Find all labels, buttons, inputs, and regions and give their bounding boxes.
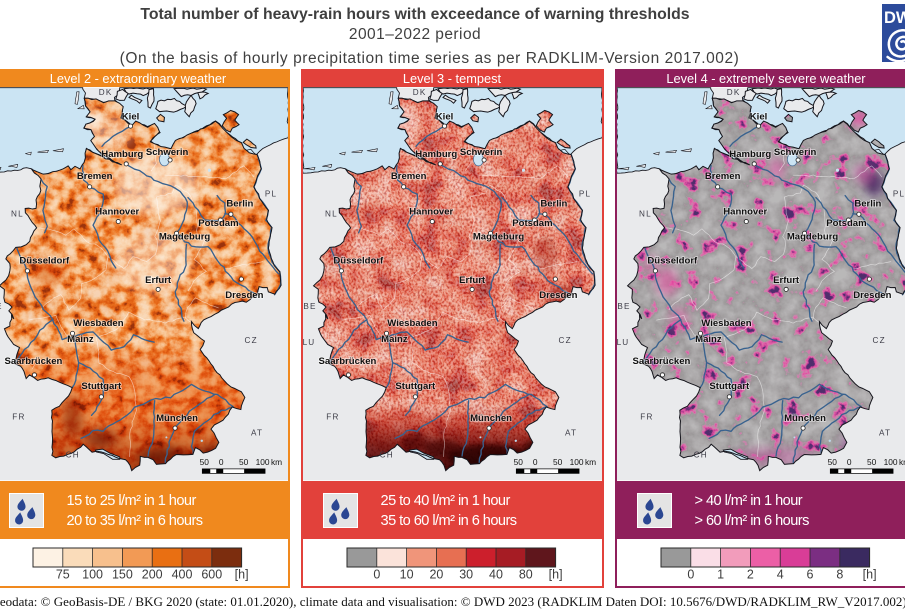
svg-text:[h]: [h] bbox=[235, 567, 249, 581]
svg-text:200: 200 bbox=[142, 567, 163, 581]
svg-text:DW: DW bbox=[884, 9, 905, 27]
svg-text:10: 10 bbox=[400, 567, 414, 581]
svg-text:20: 20 bbox=[429, 567, 443, 581]
svg-text:4: 4 bbox=[777, 567, 784, 581]
svg-text:100: 100 bbox=[82, 567, 103, 581]
svg-text:8: 8 bbox=[836, 567, 843, 581]
svg-text:30: 30 bbox=[459, 567, 473, 581]
svg-text:[h]: [h] bbox=[549, 567, 563, 581]
svg-text:75: 75 bbox=[56, 567, 70, 581]
svg-text:150: 150 bbox=[112, 567, 133, 581]
svg-text:6: 6 bbox=[807, 567, 814, 581]
svg-text:2: 2 bbox=[747, 567, 754, 581]
svg-text:80: 80 bbox=[519, 567, 533, 581]
svg-text:[h]: [h] bbox=[863, 567, 877, 581]
svg-text:0: 0 bbox=[373, 567, 380, 581]
svg-text:400: 400 bbox=[172, 567, 193, 581]
svg-text:600: 600 bbox=[201, 567, 222, 581]
svg-text:0: 0 bbox=[687, 567, 694, 581]
svg-text:40: 40 bbox=[489, 567, 503, 581]
svg-text:1: 1 bbox=[717, 567, 724, 581]
